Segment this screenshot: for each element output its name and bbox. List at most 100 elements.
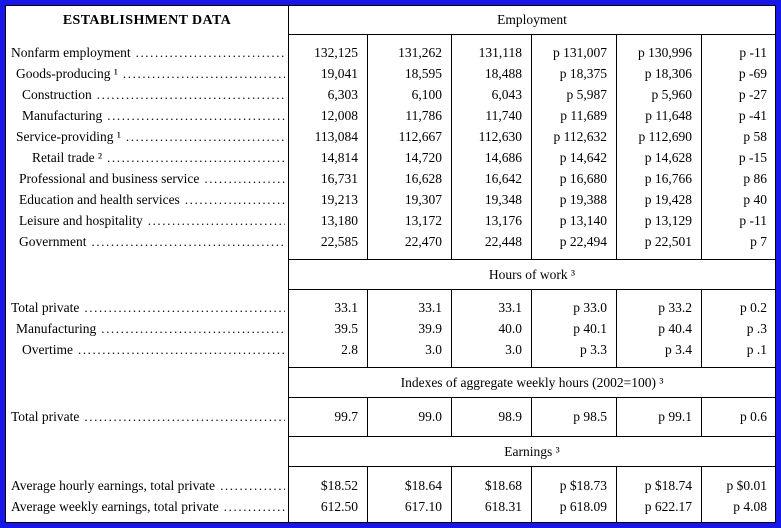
data-cell: p 22,501 [644,234,692,249]
data-cell: p 131,007 [553,45,607,60]
data-cell: p 4.08 [733,499,767,514]
data-cell: 612.50 [320,499,358,514]
data-cell: 19,348 [484,192,522,207]
establishment-data-table: ESTABLISHMENT DATA Employment Nonfarm em… [5,5,776,523]
hours-data-grid: 33.1 33.1 33.1 p 33.0 p 33.2 p 0.2 39.5 39.9 40… [288,290,775,367]
row-label: Leisure and hospitality [6,210,288,231]
row-label: Total private [6,297,288,318]
row-label-text: Goods-producing ¹ [16,66,118,81]
row-label-text: Service-providing ¹ [16,129,121,144]
data-cell: 16,642 [484,171,522,186]
row-label: Goods-producing ¹ [6,63,288,84]
row-label-text: Overtime [22,342,73,357]
data-cell: 33.1 [498,300,522,315]
section-header-indexes: Indexes of aggregate weekly hours (2002=… [400,374,664,390]
row-label: Manufacturing [6,105,288,126]
indexes-section: Total private 99.7 99.0 98.9 p 98.5 p 99.1 p … [6,398,775,436]
table-row: 132,125 131,262 131,118 p 131,007 p 130,996 p… [289,42,775,63]
data-cell: 99.0 [418,409,442,424]
row-label: Professional and business service [6,168,288,189]
data-cell: p 19,388 [559,192,607,207]
data-cell: 39.5 [334,321,358,336]
data-cell: 131,262 [398,45,442,60]
data-cell: 12,008 [320,108,358,123]
row-label: Overtime [6,339,288,360]
data-cell: p 618.09 [559,499,607,514]
dot-leader [84,297,285,318]
table-row: 19,213 19,307 19,348 p 19,388 p 19,428 p 40 [289,189,775,210]
data-cell: $18.68 [484,478,522,493]
data-cell: 40.0 [498,321,522,336]
data-cell: 132,125 [314,45,358,60]
row-label-text: Average weekly earnings, total private [11,499,219,514]
data-cell: 19,213 [320,192,358,207]
data-cell: $18.64 [404,478,442,493]
data-cell: p 40.1 [573,321,607,336]
data-cell: 39.9 [418,321,442,336]
earnings-section: Average hourly earnings, total private A… [6,467,775,523]
dot-leader [107,147,285,168]
table-row: 99.7 99.0 98.9 p 98.5 p 99.1 p 0.6 [289,406,775,427]
row-label-text: Construction [22,87,92,102]
indexes-data-grid: 99.7 99.0 98.9 p 98.5 p 99.1 p 0.6 [288,398,775,436]
row-label: Average weekly earnings, total private [6,496,288,517]
data-cell: p 13,140 [559,213,607,228]
data-cell: 14,686 [484,150,522,165]
data-cell: 19,041 [320,66,358,81]
data-cell: p 40.4 [658,321,692,336]
dot-leader [91,231,285,252]
establishment-data-title: ESTABLISHMENT DATA [62,12,232,28]
table-row: 12,008 11,786 11,740 p 11,689 p 11,648 p -41 [289,105,775,126]
data-cell: 22,585 [320,234,358,249]
data-cell: p 16,680 [559,171,607,186]
data-cell: p .3 [746,321,767,336]
data-cell: 2.8 [341,342,358,357]
row-label-text: Total private [11,300,80,315]
indexes-band: Indexes of aggregate weekly hours (2002=… [6,367,775,398]
data-cell: p 14,642 [559,150,607,165]
dot-leader [148,210,285,231]
employment-header-cell: Employment [288,6,775,35]
row-label-text: Education and health services [19,192,180,207]
dot-leader [101,318,285,339]
data-cell: 13,180 [320,213,358,228]
row-label: Manufacturing [6,318,288,339]
data-cell: p -27 [738,87,767,102]
data-cell: p 18,375 [559,66,607,81]
data-cell: p 7 [750,234,767,249]
establishment-data-title-cell: ESTABLISHMENT DATA [6,6,288,35]
row-label-text: Professional and business service [19,171,200,186]
dot-leader [224,496,285,517]
data-cell: p 112,690 [638,129,693,144]
data-cell: p 3.4 [665,342,692,357]
data-cell: 6,303 [327,87,358,102]
row-label-text: Average hourly earnings, total private [11,478,216,493]
dot-leader [220,475,285,496]
row-label-text: Retail trade ² [32,150,103,165]
section-header-hours-of-work: Hours of work ³ [488,266,576,282]
data-cell: p 0.6 [740,409,767,424]
table-row: 14,814 14,720 14,686 p 14,642 p 14,628 p -15 [289,147,775,168]
data-cell: 617.10 [404,499,442,514]
dot-leader [123,63,285,84]
data-cell: p -11 [739,45,767,60]
data-cell: p 13,129 [644,213,692,228]
table-row: 612.50 617.10 618.31 p 618.09 p 622.17 p 4.08 [289,496,775,517]
data-cell: p 16,766 [644,171,692,186]
data-cell: 3.0 [425,342,442,357]
data-cell: 11,740 [485,108,522,123]
data-cell: 18,488 [484,66,522,81]
dot-leader [204,168,285,189]
data-cell: p 130,996 [638,45,692,60]
table-row: 13,180 13,172 13,176 p 13,140 p 13,129 p -11 [289,210,775,231]
data-cell: p 5,987 [566,87,608,102]
data-cell: 3.0 [505,342,522,357]
data-cell: p 0.2 [740,300,767,315]
data-cell: 112,667 [398,129,442,144]
data-cell: 13,172 [404,213,442,228]
employment-data-grid: 132,125 131,262 131,118 p 131,007 p 130,996 p… [288,35,775,259]
dot-leader [126,126,285,147]
data-cell: p 11,689 [560,108,607,123]
dot-leader [78,339,285,360]
employment-header: Employment [497,12,567,27]
